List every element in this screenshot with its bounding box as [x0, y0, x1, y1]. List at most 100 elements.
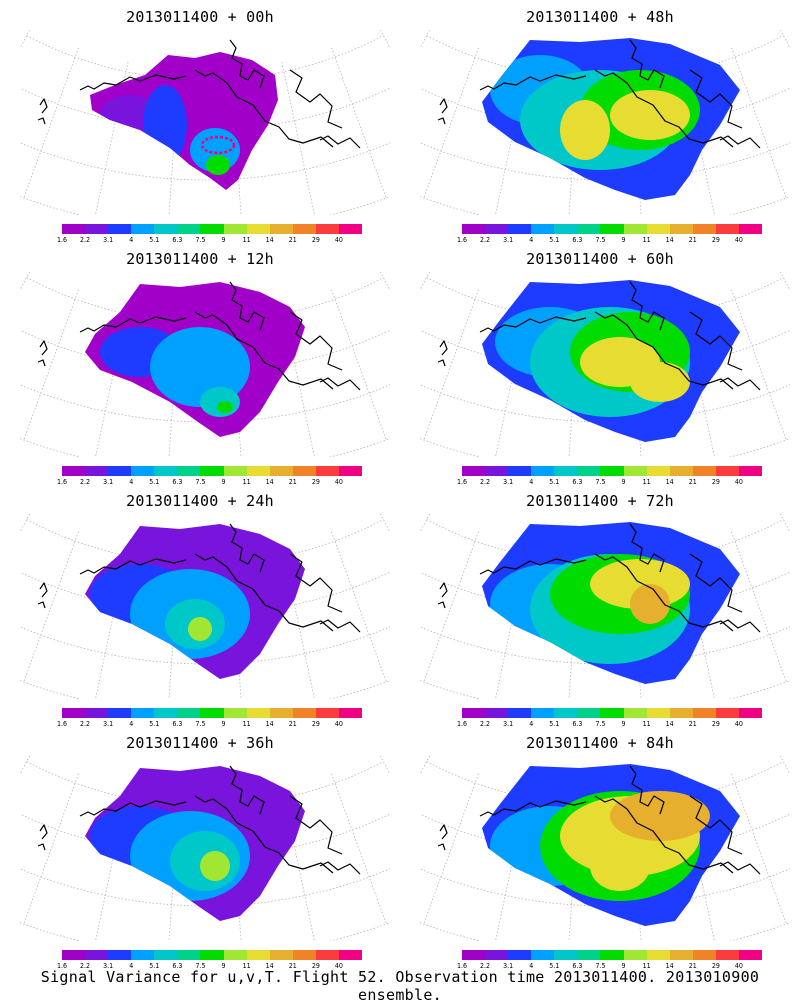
colorbar-swatch [715, 466, 739, 476]
colorbar-labels: 1.6 2.2 3.1 4 5.1 6.3 7.5 9 11 14 21 29 40 [57, 236, 362, 246]
colorbar-swatch [292, 950, 316, 960]
colorbar-tick-label: 14 [665, 962, 674, 970]
colorbar-swatch [554, 224, 578, 234]
colorbar-tick-label: 6.3 [572, 720, 583, 728]
colorbar-swatch [623, 466, 647, 476]
coastline [437, 39, 761, 149]
panel-title: 2013011400 + 84h [526, 734, 674, 752]
colorbar-tick-label: 7.5 [195, 720, 206, 728]
colorbar-swatch [646, 466, 670, 476]
colorbar-swatch [577, 224, 601, 234]
colorbar-swatch [600, 708, 624, 718]
colorbar-swatch [177, 950, 201, 960]
variance-map [20, 272, 390, 457]
colorbar-swatch [692, 708, 716, 718]
colorbar-tick-label: 29 [311, 720, 320, 728]
colorbar-swatch [154, 224, 178, 234]
colorbar-tick-label: 3.1 [103, 236, 114, 244]
colorbar-swatch [154, 708, 178, 718]
colorbar-tick-label: 5.1 [549, 478, 560, 486]
variance-field [85, 282, 305, 437]
colorbar-swatch [508, 224, 532, 234]
colorbar-tick-label: 3.1 [503, 478, 514, 486]
colorbar-tick-label: 29 [311, 236, 320, 244]
variance-contour [610, 791, 710, 841]
colorbar-tick-label: 7.5 [595, 236, 606, 244]
variance-contour [150, 327, 250, 407]
colorbar-swatch [462, 466, 486, 476]
colorbar-swatch [738, 466, 763, 476]
colorbar-swatch [485, 466, 509, 476]
colorbar-tick-label: 40 [734, 478, 743, 486]
colorbar-tick-label: 1.6 [456, 478, 468, 486]
colorbar-tick-label: 14 [665, 478, 674, 486]
colorbar-swatch [154, 466, 178, 476]
variance-field [90, 52, 278, 190]
colorbar-tick-label: 14 [665, 236, 674, 244]
colorbar-tick-label: 7.5 [195, 478, 206, 486]
colorbar-swatch [131, 466, 155, 476]
colorbar-swatch [269, 224, 293, 234]
colorbar-tick-label: 29 [711, 236, 720, 244]
colorbar-tick-label: 1.6 [56, 236, 68, 244]
colorbar-tick-label: 5.1 [149, 478, 160, 486]
colorbar-swatch [177, 466, 201, 476]
colorbar-swatch [531, 224, 555, 234]
colorbar-swatch [623, 224, 647, 234]
colorbar-tick-label: 2.2 [480, 236, 491, 244]
colorbar-swatch [315, 708, 339, 718]
colorbar-tick-label: 7.5 [595, 720, 606, 728]
colorbar-swatch [292, 466, 316, 476]
variance-contour [200, 851, 230, 881]
colorbar-tick-label: 1.6 [456, 720, 468, 728]
variance-map [420, 756, 790, 941]
colorbar-tick-label: 1.6 [56, 720, 68, 728]
colorbar-labels: 1.6 2.2 3.1 4 5.1 6.3 7.5 9 11 14 21 29 40 [457, 962, 762, 972]
colorbar-swatch [462, 224, 486, 234]
colorbar-tick-label: 11 [642, 962, 651, 970]
colorbar-swatch [338, 224, 363, 234]
coastline [437, 765, 761, 875]
colorbar [462, 950, 763, 960]
colorbar-tick-label: 6.3 [172, 720, 183, 728]
variance-field [482, 522, 740, 684]
variance-contour [630, 362, 690, 402]
colorbar-labels: 1.6 2.2 3.1 4 5.1 6.3 7.5 9 11 14 21 29 40 [457, 478, 762, 488]
colorbar-tick-label: 1.6 [456, 962, 468, 970]
colorbar-tick-label: 40 [334, 962, 343, 970]
colorbar-tick-label: 7.5 [195, 962, 206, 970]
colorbar-tick-label: 21 [288, 478, 297, 486]
colorbar-tick-label: 9 [221, 720, 226, 728]
colorbar-swatch [669, 950, 693, 960]
colorbar-swatch [738, 950, 763, 960]
colorbar-labels: 1.6 2.2 3.1 4 5.1 6.3 7.5 9 11 14 21 29 40 [57, 720, 362, 730]
variance-contour [143, 85, 187, 165]
variance-map [420, 514, 790, 699]
colorbar-tick-label: 2.2 [480, 720, 491, 728]
colorbar-swatch [577, 708, 601, 718]
colorbar-tick-label: 11 [642, 236, 651, 244]
colorbar-tick-label: 9 [621, 236, 626, 244]
variance-contour [630, 584, 670, 624]
colorbar-swatch [554, 466, 578, 476]
colorbar-tick-label: 1.6 [456, 236, 468, 244]
colorbar-tick-label: 6.3 [172, 236, 183, 244]
colorbar-swatch [623, 950, 647, 960]
colorbar-tick-label: 1.6 [56, 478, 68, 486]
colorbar-swatch [715, 224, 739, 234]
colorbar-swatch [269, 950, 293, 960]
colorbar-tick-label: 6.3 [572, 478, 583, 486]
colorbar-swatch [508, 708, 532, 718]
colorbar-tick-label: 11 [642, 720, 651, 728]
colorbar-tick-label: 21 [688, 236, 697, 244]
colorbar-tick-label: 3.1 [503, 962, 514, 970]
colorbar-swatch [131, 950, 155, 960]
colorbar-tick-label: 6.3 [572, 962, 583, 970]
variance-field [482, 764, 740, 926]
panel-title: 2013011400 + 36h [126, 734, 274, 752]
colorbar-labels: 1.6 2.2 3.1 4 5.1 6.3 7.5 9 11 14 21 29 40 [57, 478, 362, 488]
colorbar [62, 466, 363, 476]
colorbar-tick-label: 21 [688, 478, 697, 486]
colorbar-tick-label: 3.1 [503, 720, 514, 728]
colorbar-tick-label: 7.5 [595, 478, 606, 486]
